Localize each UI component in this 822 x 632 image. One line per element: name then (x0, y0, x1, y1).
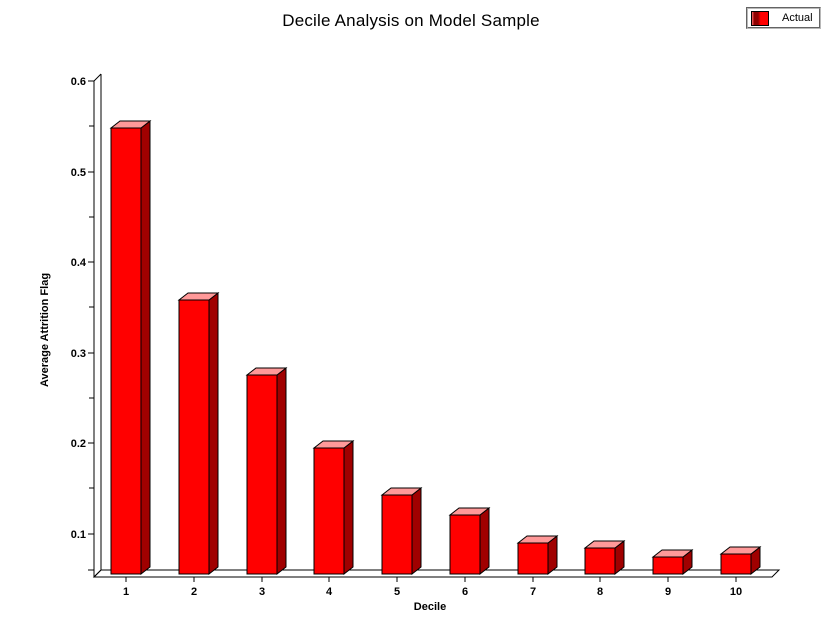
y-tick-label: 0.2 (71, 438, 86, 450)
y-tick-label: 0.4 (71, 257, 87, 269)
bar-side-face (208, 291, 219, 576)
x-tick-label: 7 (530, 586, 536, 598)
bar-side-face (411, 486, 422, 576)
chart-title: Decile Analysis on Model Sample (282, 11, 540, 30)
bar-side-face (140, 119, 151, 576)
y-axis-top-edge (93, 73, 102, 82)
y-tick-label: 0.3 (71, 348, 86, 360)
x-tick-label: 10 (730, 586, 742, 598)
bar (313, 447, 345, 575)
y-tick-label: 0.1 (71, 529, 86, 541)
bar (178, 299, 210, 575)
bar (449, 514, 481, 575)
bar-side-face (479, 506, 490, 576)
legend-color-swatch (751, 10, 769, 26)
x-tick-label: 2 (191, 586, 197, 598)
y-tick-label: 0.6 (71, 76, 86, 88)
x-tick-label: 4 (326, 586, 333, 598)
bar (720, 553, 752, 575)
legend: Actual (746, 7, 821, 29)
x-tick-label: 5 (394, 586, 400, 598)
legend-label: Actual (782, 11, 813, 24)
bar (517, 542, 549, 575)
bar-side-face (276, 366, 287, 576)
y-tick-label: 0.5 (71, 167, 86, 179)
x-tick-label: 3 (259, 586, 265, 598)
x-tick-label: 6 (462, 586, 468, 598)
bar-side-face (343, 439, 354, 576)
bar (652, 556, 684, 575)
x-axis-label: Decile (413, 601, 447, 613)
x-tick-label: 8 (597, 586, 603, 598)
bar (246, 374, 278, 575)
axis-origin-edge (93, 569, 102, 578)
bar (584, 547, 616, 575)
x-tick-label: 9 (665, 586, 671, 598)
bar (381, 494, 413, 575)
bar (110, 127, 142, 575)
x-tick-label: 1 (123, 586, 129, 598)
y-axis-label: Average Attrition Flag (39, 272, 51, 388)
